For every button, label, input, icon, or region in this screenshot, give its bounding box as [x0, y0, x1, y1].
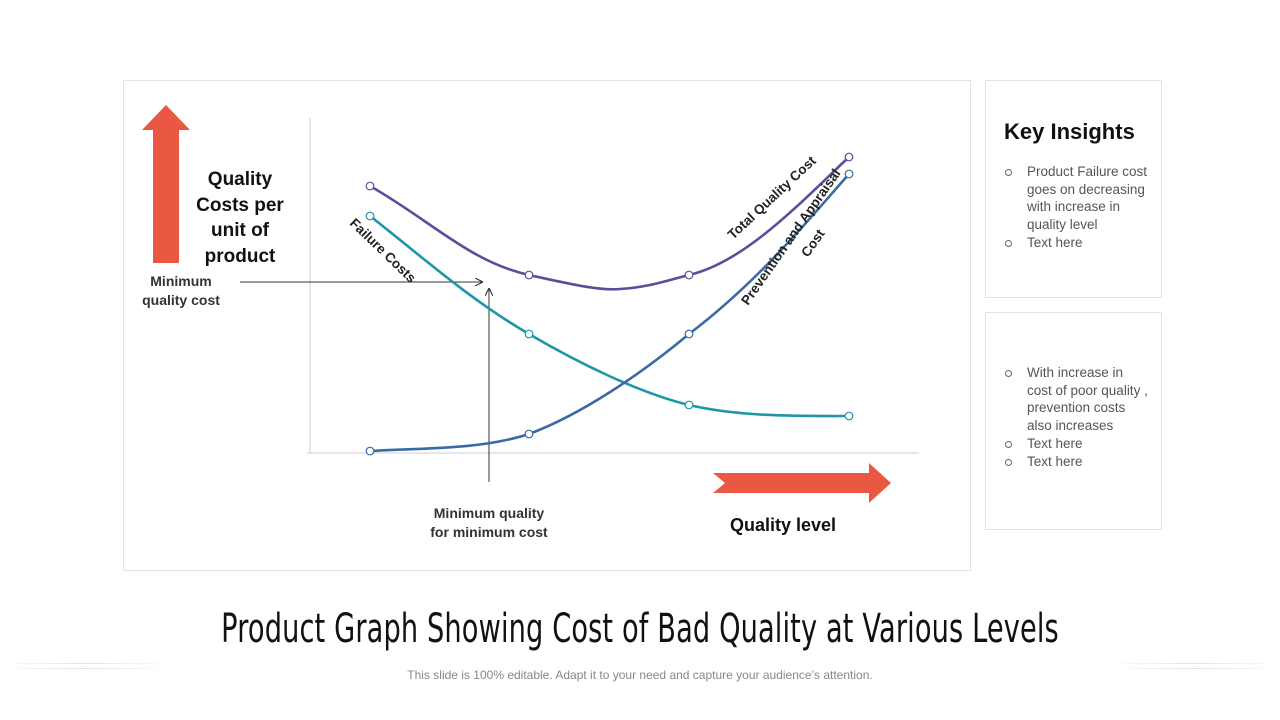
x-axis-arrow-icon — [713, 463, 891, 503]
insights-top-panel — [985, 80, 1162, 298]
bullet-icon — [1005, 169, 1012, 176]
curve-point — [684, 270, 694, 280]
y-axis-label: Quality Costs per unit of product — [196, 169, 284, 267]
insights-top-list: Product Failure cost goes on decreasing … — [1005, 163, 1150, 252]
insight-bullet: Text here — [1005, 234, 1150, 252]
slide-title: Product Graph Showing Cost of Bad Qualit… — [221, 606, 1059, 652]
minimum-quality-cost-annotation: Minimum quality cost — [142, 273, 220, 308]
curve-point — [365, 181, 375, 191]
prevention-appraisal-curve — [369, 173, 850, 453]
insight-bullet: Text here — [1005, 453, 1150, 471]
minimum-quality-annotation: Minimum quality for minimum cost — [430, 505, 548, 540]
insight-bullet: Product Failure cost goes on decreasing … — [1005, 163, 1150, 234]
curve-point — [844, 152, 854, 162]
curve-point — [365, 211, 375, 221]
bullet-icon — [1005, 370, 1012, 377]
insight-bullet: With increase in cost of poor quality , … — [1005, 364, 1150, 435]
curve-point — [684, 400, 694, 410]
y-axis-arrow-icon — [142, 105, 190, 263]
insight-bullet: Text here — [1005, 435, 1150, 453]
curve-point — [684, 329, 694, 339]
total-quality-cost-curve — [369, 156, 850, 291]
insights-bottom-panel — [985, 312, 1162, 530]
divider — [0, 668, 170, 669]
bullet-icon — [1005, 239, 1012, 247]
failure-costs-curve — [369, 214, 850, 418]
bullet-icon — [1005, 440, 1012, 448]
divider — [1110, 663, 1280, 664]
curve-point — [524, 429, 534, 439]
curve-point — [844, 411, 854, 421]
insights-title: Key Insights — [1004, 119, 1135, 144]
curve-point — [844, 169, 854, 179]
x-axis-label: Quality level — [729, 515, 837, 535]
curve-point — [365, 446, 375, 456]
curve-point — [524, 329, 534, 339]
divider — [1110, 668, 1280, 669]
divider — [0, 663, 170, 664]
insights-bottom-list: With increase in cost of poor quality , … — [1005, 364, 1150, 470]
slide-subtitle: This slide is 100% editable. Adapt it to… — [407, 668, 873, 682]
bullet-icon — [1005, 458, 1012, 466]
curve-point — [524, 270, 534, 280]
